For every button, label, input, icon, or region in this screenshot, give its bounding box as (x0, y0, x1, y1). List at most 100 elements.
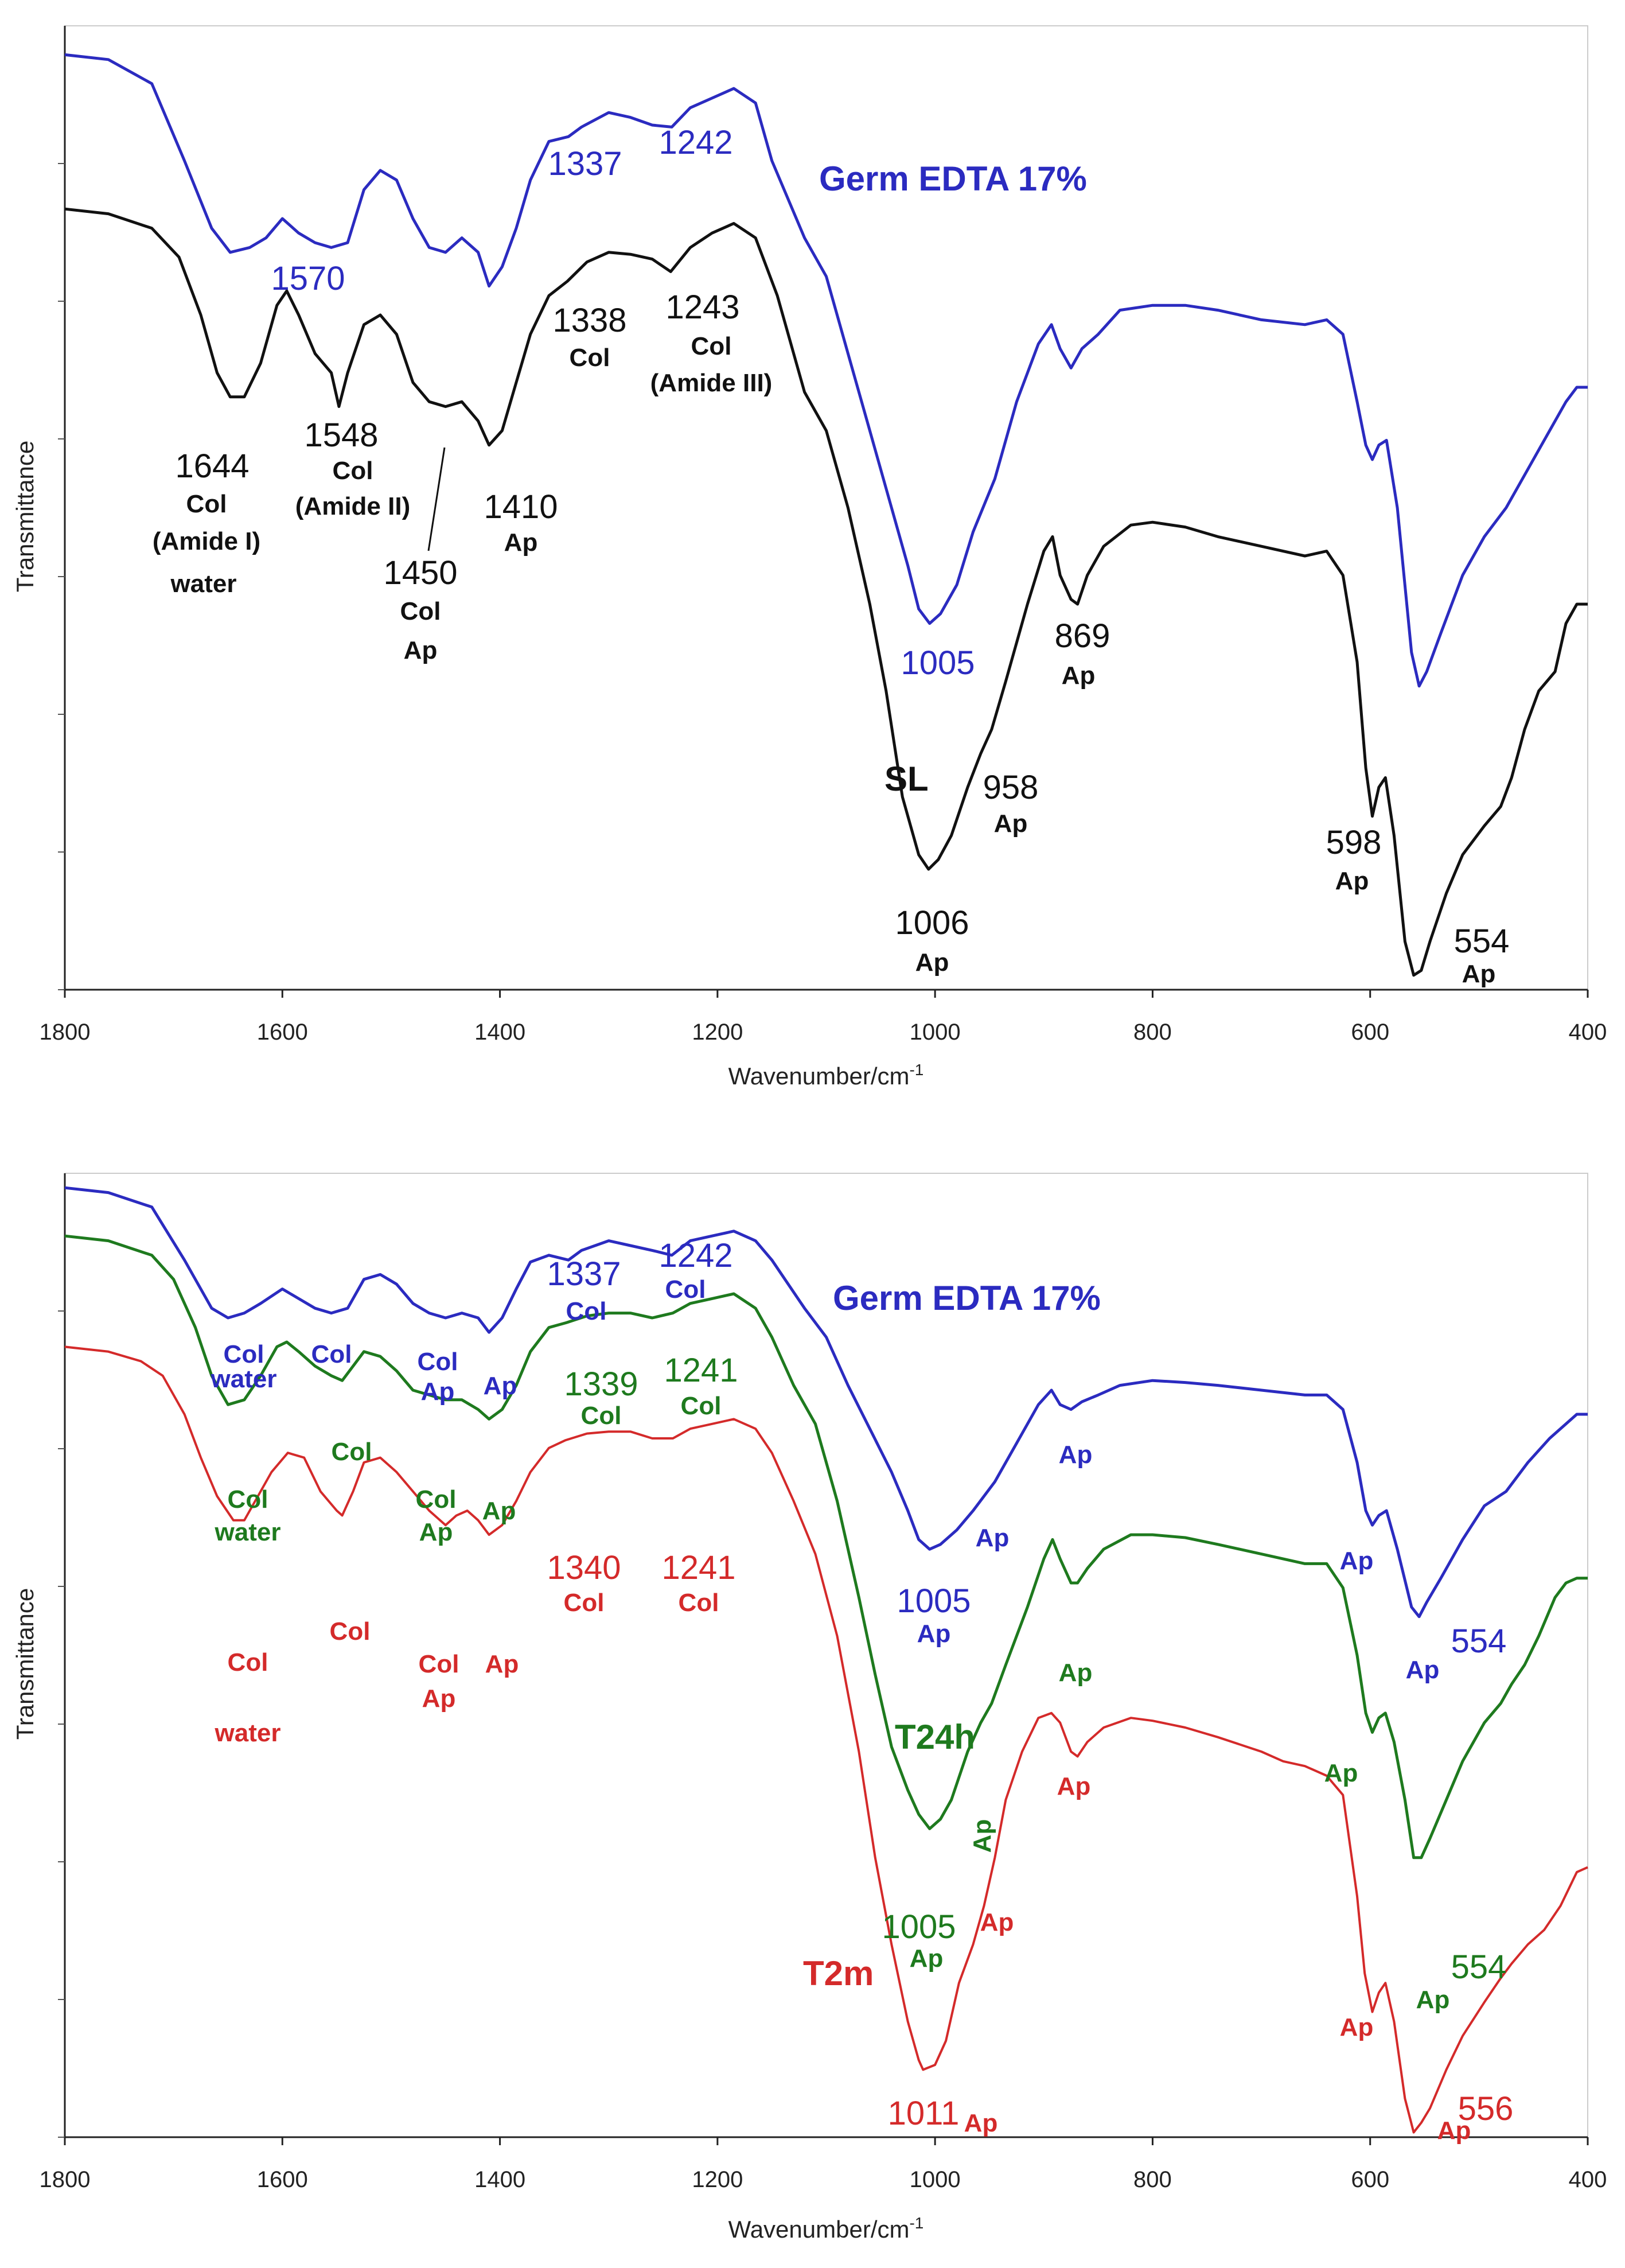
x-axis-label-bottom: Wavenumber/cm-1 (728, 2214, 924, 2243)
x-tick-label: 1200 (692, 2167, 743, 2192)
data-label: 598 (1326, 824, 1382, 861)
x-tick-label: 1600 (257, 1020, 308, 1045)
data-label-sub: (Amide II) (295, 492, 410, 520)
data-label-sub: Ap (980, 1908, 1014, 1936)
y-ticks-bottom (58, 1310, 65, 2138)
data-label-sub: Col (416, 1485, 457, 1514)
data-label-sub: water (170, 570, 237, 598)
data-label: 1243 (665, 289, 739, 326)
data-label: 554 (1451, 1948, 1507, 1986)
data-label: 1242 (658, 124, 732, 161)
data-label-sub: Ap (484, 1372, 517, 1400)
x-tick-label: 1800 (40, 1020, 91, 1045)
data-label: 958 (983, 769, 1039, 806)
data-label-sub: Col (311, 1340, 352, 1368)
data-label: 1006 (895, 904, 969, 942)
data-label-sub: Ap (1057, 1772, 1091, 1800)
data-label-sub: Ap (419, 1518, 453, 1546)
data-label: 1339 (564, 1366, 638, 1403)
data-label: 1450 (383, 554, 457, 592)
data-label-sub: (Amide I) (153, 527, 260, 555)
data-label-sub: Col (566, 1297, 607, 1325)
data-label-sub: Col (581, 1402, 622, 1430)
data-label: 554 (1451, 1623, 1507, 1660)
data-label-sub: Col (333, 457, 373, 485)
data-label-sub: Ap (1406, 1656, 1440, 1684)
series-annotation-sl: SL (884, 760, 929, 798)
x-tick-label: 1000 (910, 1020, 961, 1045)
series-line-t24h (64, 1234, 1588, 1859)
data-label-sub: Col (419, 1650, 459, 1678)
data-label-sub: water (215, 1518, 281, 1546)
x-ticks-bottom: 1800 1600 1400 1200 1000 800 600 400 (40, 2137, 1607, 2192)
data-label-sub: Ap (994, 810, 1028, 838)
data-label-sub: Col (332, 1438, 372, 1466)
x-tick-label: 1600 (257, 2167, 308, 2192)
data-label-sub: Ap (917, 1620, 951, 1648)
x-tick-label: 600 (1351, 2167, 1389, 2192)
data-label-sub: Col (665, 1275, 706, 1304)
data-label-sub: Ap (1059, 1441, 1093, 1469)
x-tick-label: 400 (1569, 1020, 1607, 1045)
data-label: 1241 (664, 1352, 738, 1389)
data-label-sub: Ap (1324, 1759, 1358, 1787)
series-line-sl-top (64, 207, 1588, 977)
data-label: 1338 (552, 302, 626, 339)
x-tick-label: 600 (1351, 1020, 1389, 1045)
data-label-sub: Ap (1062, 662, 1096, 690)
data-label: 869 (1055, 617, 1110, 655)
data-label-sub: Ap (968, 1819, 996, 1853)
panel-top: 1800 1600 1400 1200 1000 800 600 400 Transmitta… (11, 25, 1607, 1090)
data-label-sub: Ap (964, 2109, 998, 2137)
x-tick-label: 800 (1133, 1020, 1172, 1045)
data-label-sub: Col (228, 1648, 268, 1676)
x-tick-label: 1800 (40, 2167, 91, 2192)
series-annotation-t24h: T24h (895, 1718, 975, 1756)
data-label-sub: Col (186, 490, 227, 518)
x-tick-label: 1200 (692, 1020, 743, 1045)
leader-line-1450 (427, 447, 446, 551)
x-axis-label-top: Wavenumber/cm-1 (728, 1061, 924, 1090)
series-annotation-t2m: T2m (803, 1954, 874, 1993)
series-line-t2m (64, 1345, 1588, 2134)
data-label-sub: Col (418, 1348, 458, 1376)
data-label: 1011 (888, 2095, 960, 2132)
data-label: 1005 (882, 1908, 956, 1946)
series-line-germ-bottom (64, 1186, 1588, 1619)
data-label: 1242 (658, 1237, 732, 1274)
x-ticks-top: 1800 1600 1400 1200 1000 800 600 400 (40, 990, 1607, 1045)
x-tick-label: 1000 (910, 2167, 961, 2192)
data-label-sub: Col (564, 1589, 605, 1617)
data-label-sub: Col (570, 344, 610, 372)
data-label: 1005 (901, 644, 975, 682)
data-label-sub: Ap (1462, 960, 1496, 988)
data-label-sub: Ap (482, 1497, 516, 1525)
data-label-sub: Ap (404, 636, 438, 664)
data-label: 1005 (897, 1582, 971, 1620)
data-label-sub: Col (679, 1589, 719, 1617)
y-axis-label-bottom: Transmittance (11, 1588, 38, 1740)
series-annotation-germ-bottom: Germ EDTA 17% (833, 1279, 1101, 1317)
data-label-sub: Col (400, 597, 441, 625)
series-annotation-germ: Germ EDTA 17% (819, 160, 1087, 198)
data-label-sub: Col (330, 1617, 371, 1645)
data-label-sub: water (211, 1365, 277, 1393)
data-label-sub: Ap (421, 1378, 455, 1406)
plot-frame-bottom (64, 1173, 1588, 2138)
data-label-sub: water (215, 1719, 281, 1747)
data-label: 554 (1454, 923, 1510, 960)
y-ticks-top (58, 163, 65, 990)
data-label-sub: Ap (422, 1685, 456, 1713)
data-label-sub: Ap (1340, 1547, 1374, 1575)
data-label-sub: Ap (1059, 1659, 1093, 1687)
panel-bottom: 1800 1600 1400 1200 1000 800 600 400 Transmitta… (11, 1173, 1607, 2243)
data-label: 1241 (661, 1549, 735, 1586)
data-label-sub: Ap (504, 528, 538, 557)
data-label-sub: Ap (1340, 2013, 1374, 2041)
data-label-sub: Col (224, 1340, 264, 1368)
data-label-sub: Ap (976, 1524, 1010, 1552)
x-tick-label: 1400 (474, 1020, 525, 1045)
data-label-sub: Col (681, 1392, 722, 1420)
x-tick-label: 400 (1569, 2167, 1607, 2192)
